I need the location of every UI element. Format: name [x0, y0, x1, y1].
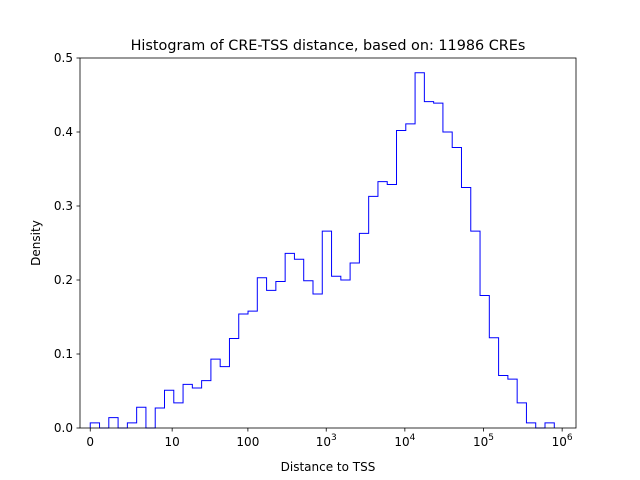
y-axis-label: Density	[29, 220, 43, 266]
chart-title: Histogram of CRE-TSS distance, based on:…	[131, 38, 526, 54]
x-tick-label-base: 10	[316, 435, 331, 449]
histogram-step-line	[89, 72, 555, 429]
x-tick-label: 10	[165, 435, 180, 449]
y-axis: 0.0 0.1 0.2 0.3 0.4 0.5	[54, 51, 80, 435]
x-tick-label: 106	[552, 433, 573, 449]
x-axis: 0 10 100 103 104 105 106	[86, 428, 573, 449]
x-tick-label-exponent: 6	[567, 433, 573, 443]
y-tick-label: 0.1	[54, 347, 73, 361]
y-tick-label: 0.0	[54, 421, 73, 435]
x-tick-label: 103	[316, 433, 337, 449]
x-tick-label: 100	[236, 435, 259, 449]
x-tick-label-exponent: 3	[331, 433, 337, 443]
x-tick-label-base: 10	[473, 435, 488, 449]
x-axis-label: Distance to TSS	[281, 460, 376, 474]
y-tick-label: 0.5	[54, 51, 73, 65]
y-tick-label: 0.3	[54, 199, 73, 213]
y-tick-label: 0.2	[54, 273, 73, 287]
x-tick-label-base: 10	[552, 435, 567, 449]
x-tick-label: 105	[473, 433, 494, 449]
x-tick-label: 0	[86, 435, 94, 449]
plot-area	[79, 57, 577, 429]
x-tick-label-base: 10	[394, 435, 409, 449]
axes-frame	[79, 57, 577, 429]
x-tick-label: 104	[394, 433, 415, 449]
x-tick-label-exponent: 4	[410, 433, 416, 443]
y-tick-label: 0.4	[54, 125, 73, 139]
x-tick-label-exponent: 5	[488, 433, 494, 443]
